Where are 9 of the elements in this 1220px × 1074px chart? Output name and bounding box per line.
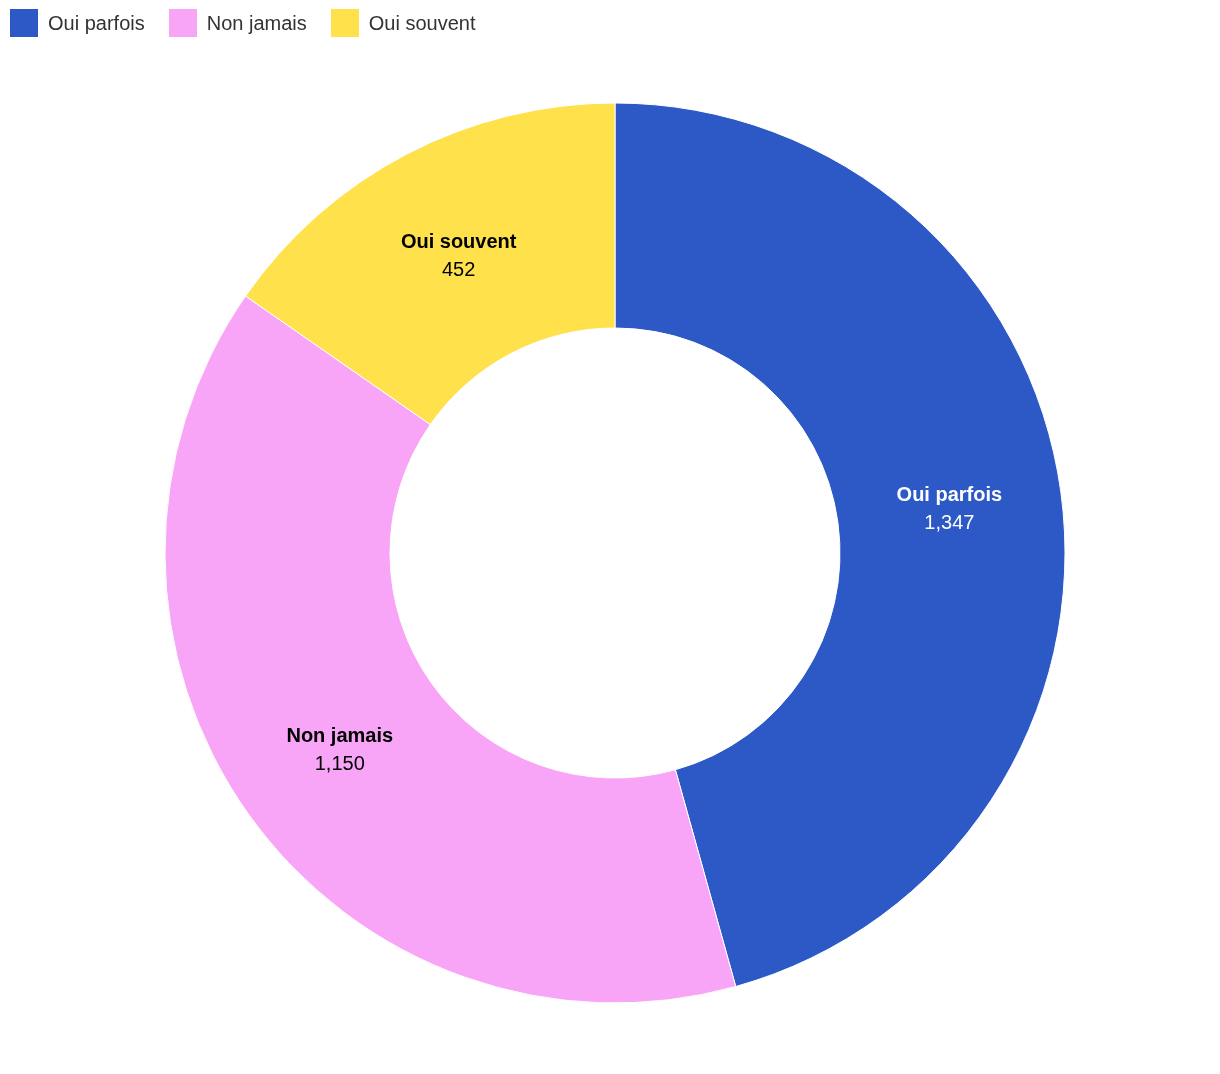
data-label: 1,347 bbox=[924, 511, 975, 534]
slice-label: Oui parfois bbox=[896, 483, 1003, 506]
legend-label: Oui souvent bbox=[368, 11, 476, 35]
data-label: 452 bbox=[442, 257, 476, 280]
legend-label: Non jamais bbox=[206, 11, 307, 35]
slice-label: Non jamais bbox=[286, 724, 394, 747]
legend-label: Oui parfois bbox=[48, 11, 145, 35]
slice-label: Oui souvent bbox=[400, 229, 517, 252]
data-label: 1,150 bbox=[314, 752, 365, 775]
